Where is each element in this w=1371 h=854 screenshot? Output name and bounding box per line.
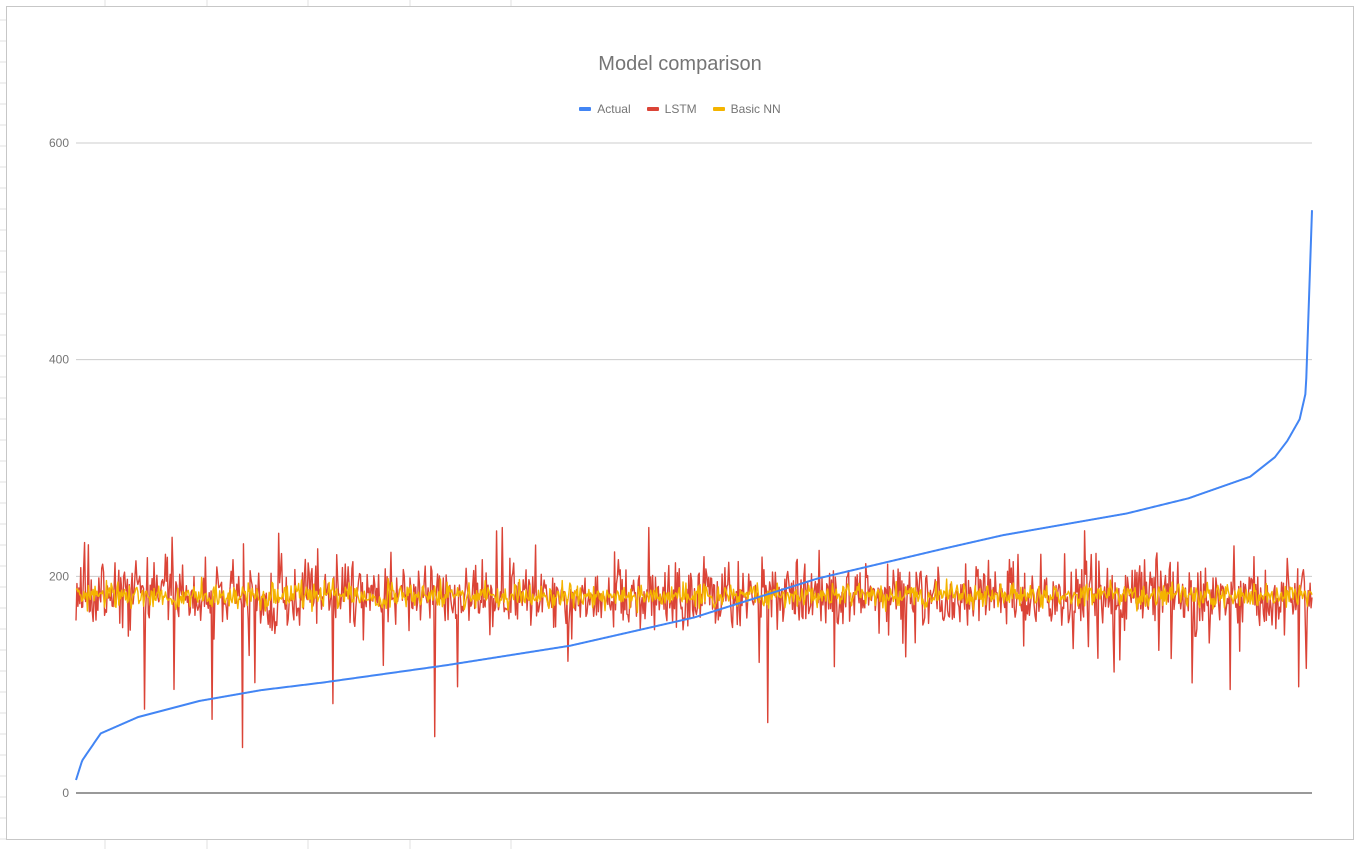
plot-area: 0 200 400 600 (49, 136, 1313, 800)
legend-swatch-actual (579, 107, 592, 111)
y-tick-label-400: 400 (49, 353, 69, 367)
series-line-basic-nn (75, 576, 1313, 614)
legend-item-lstm[interactable]: LSTM (646, 102, 697, 116)
legend-swatch-basic-nn (712, 107, 725, 111)
series-line-lstm (75, 526, 1313, 749)
legend: Actual LSTM Basic NN (7, 102, 1353, 116)
y-tick-label-0: 0 (62, 786, 69, 800)
legend-item-basic-nn[interactable]: Basic NN (712, 102, 781, 116)
y-tick-label-200: 200 (49, 569, 69, 583)
legend-label-lstm: LSTM (664, 102, 697, 116)
series-line-actual (75, 210, 1313, 781)
legend-swatch-lstm (646, 107, 659, 111)
legend-label-basic-nn: Basic NN (730, 102, 781, 116)
chart-card[interactable]: Model comparison Actual LSTM Basic NN 0 2… (6, 6, 1354, 840)
legend-item-actual[interactable]: Actual (579, 102, 631, 116)
chart-title: Model comparison (598, 53, 762, 75)
y-tick-label-600: 600 (49, 136, 69, 150)
legend-label-actual: Actual (597, 102, 631, 116)
